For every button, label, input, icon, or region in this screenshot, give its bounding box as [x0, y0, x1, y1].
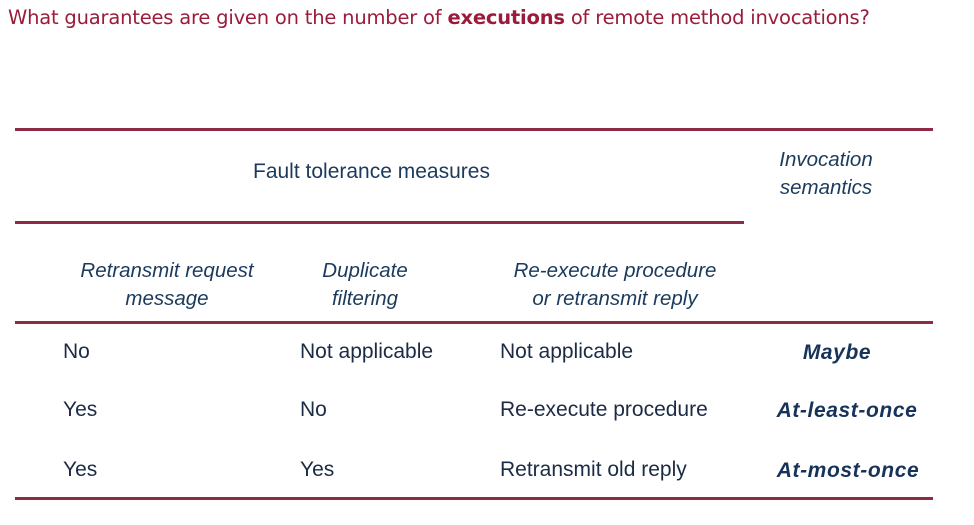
question-text: What guarantees are given on the number … [8, 6, 870, 29]
row1-retransmit: No [63, 340, 90, 363]
row2-filtering: No [300, 398, 327, 421]
header-reexecute-procedure: Re-execute procedure or retransmit reply [490, 257, 740, 313]
header-retransmit-request-line1: Retransmit request [80, 259, 254, 282]
row3-filtering: Yes [300, 458, 335, 481]
header-reexecute-procedure-line1: Re-execute procedure [513, 259, 717, 282]
question-emphasis: executions [447, 6, 565, 29]
group-rule [15, 221, 744, 224]
question-suffix: of remote method invocations? [564, 6, 870, 29]
row1-filtering: Not applicable [300, 340, 434, 363]
header-invocation-semantics-line2: semantics [779, 176, 873, 199]
question-prefix: What guarantees are given on the number … [8, 6, 448, 29]
row2-reexecute: Re-execute procedure [500, 398, 708, 421]
header-retransmit-request-line2: message [125, 287, 209, 310]
row1-semantics: Maybe [802, 341, 872, 364]
header-retransmit-request: Retransmit request message [56, 257, 278, 313]
top-rule [15, 128, 933, 131]
header-duplicate-filtering: Duplicate filtering [290, 257, 440, 313]
row2-retransmit: Yes [63, 398, 98, 421]
header-duplicate-filtering-line1: Duplicate [322, 259, 408, 282]
header-invocation-semantics: Invocation semantics [752, 146, 900, 202]
bottom-rule [15, 497, 933, 500]
row1-reexecute: Not applicable [500, 340, 634, 363]
header-invocation-semantics-line1: Invocation [779, 148, 873, 171]
header-rule [15, 321, 933, 324]
row3-reexecute: Retransmit old reply [500, 458, 687, 481]
header-duplicate-filtering-line2: filtering [331, 287, 399, 310]
row2-semantics: At-least-once [776, 399, 918, 422]
row3-retransmit: Yes [63, 458, 98, 481]
header-reexecute-procedure-line2: or retransmit reply [532, 287, 698, 310]
row3-semantics: At-most-once [776, 459, 920, 482]
group-header-fault-tolerance: Fault tolerance measures [253, 160, 490, 183]
